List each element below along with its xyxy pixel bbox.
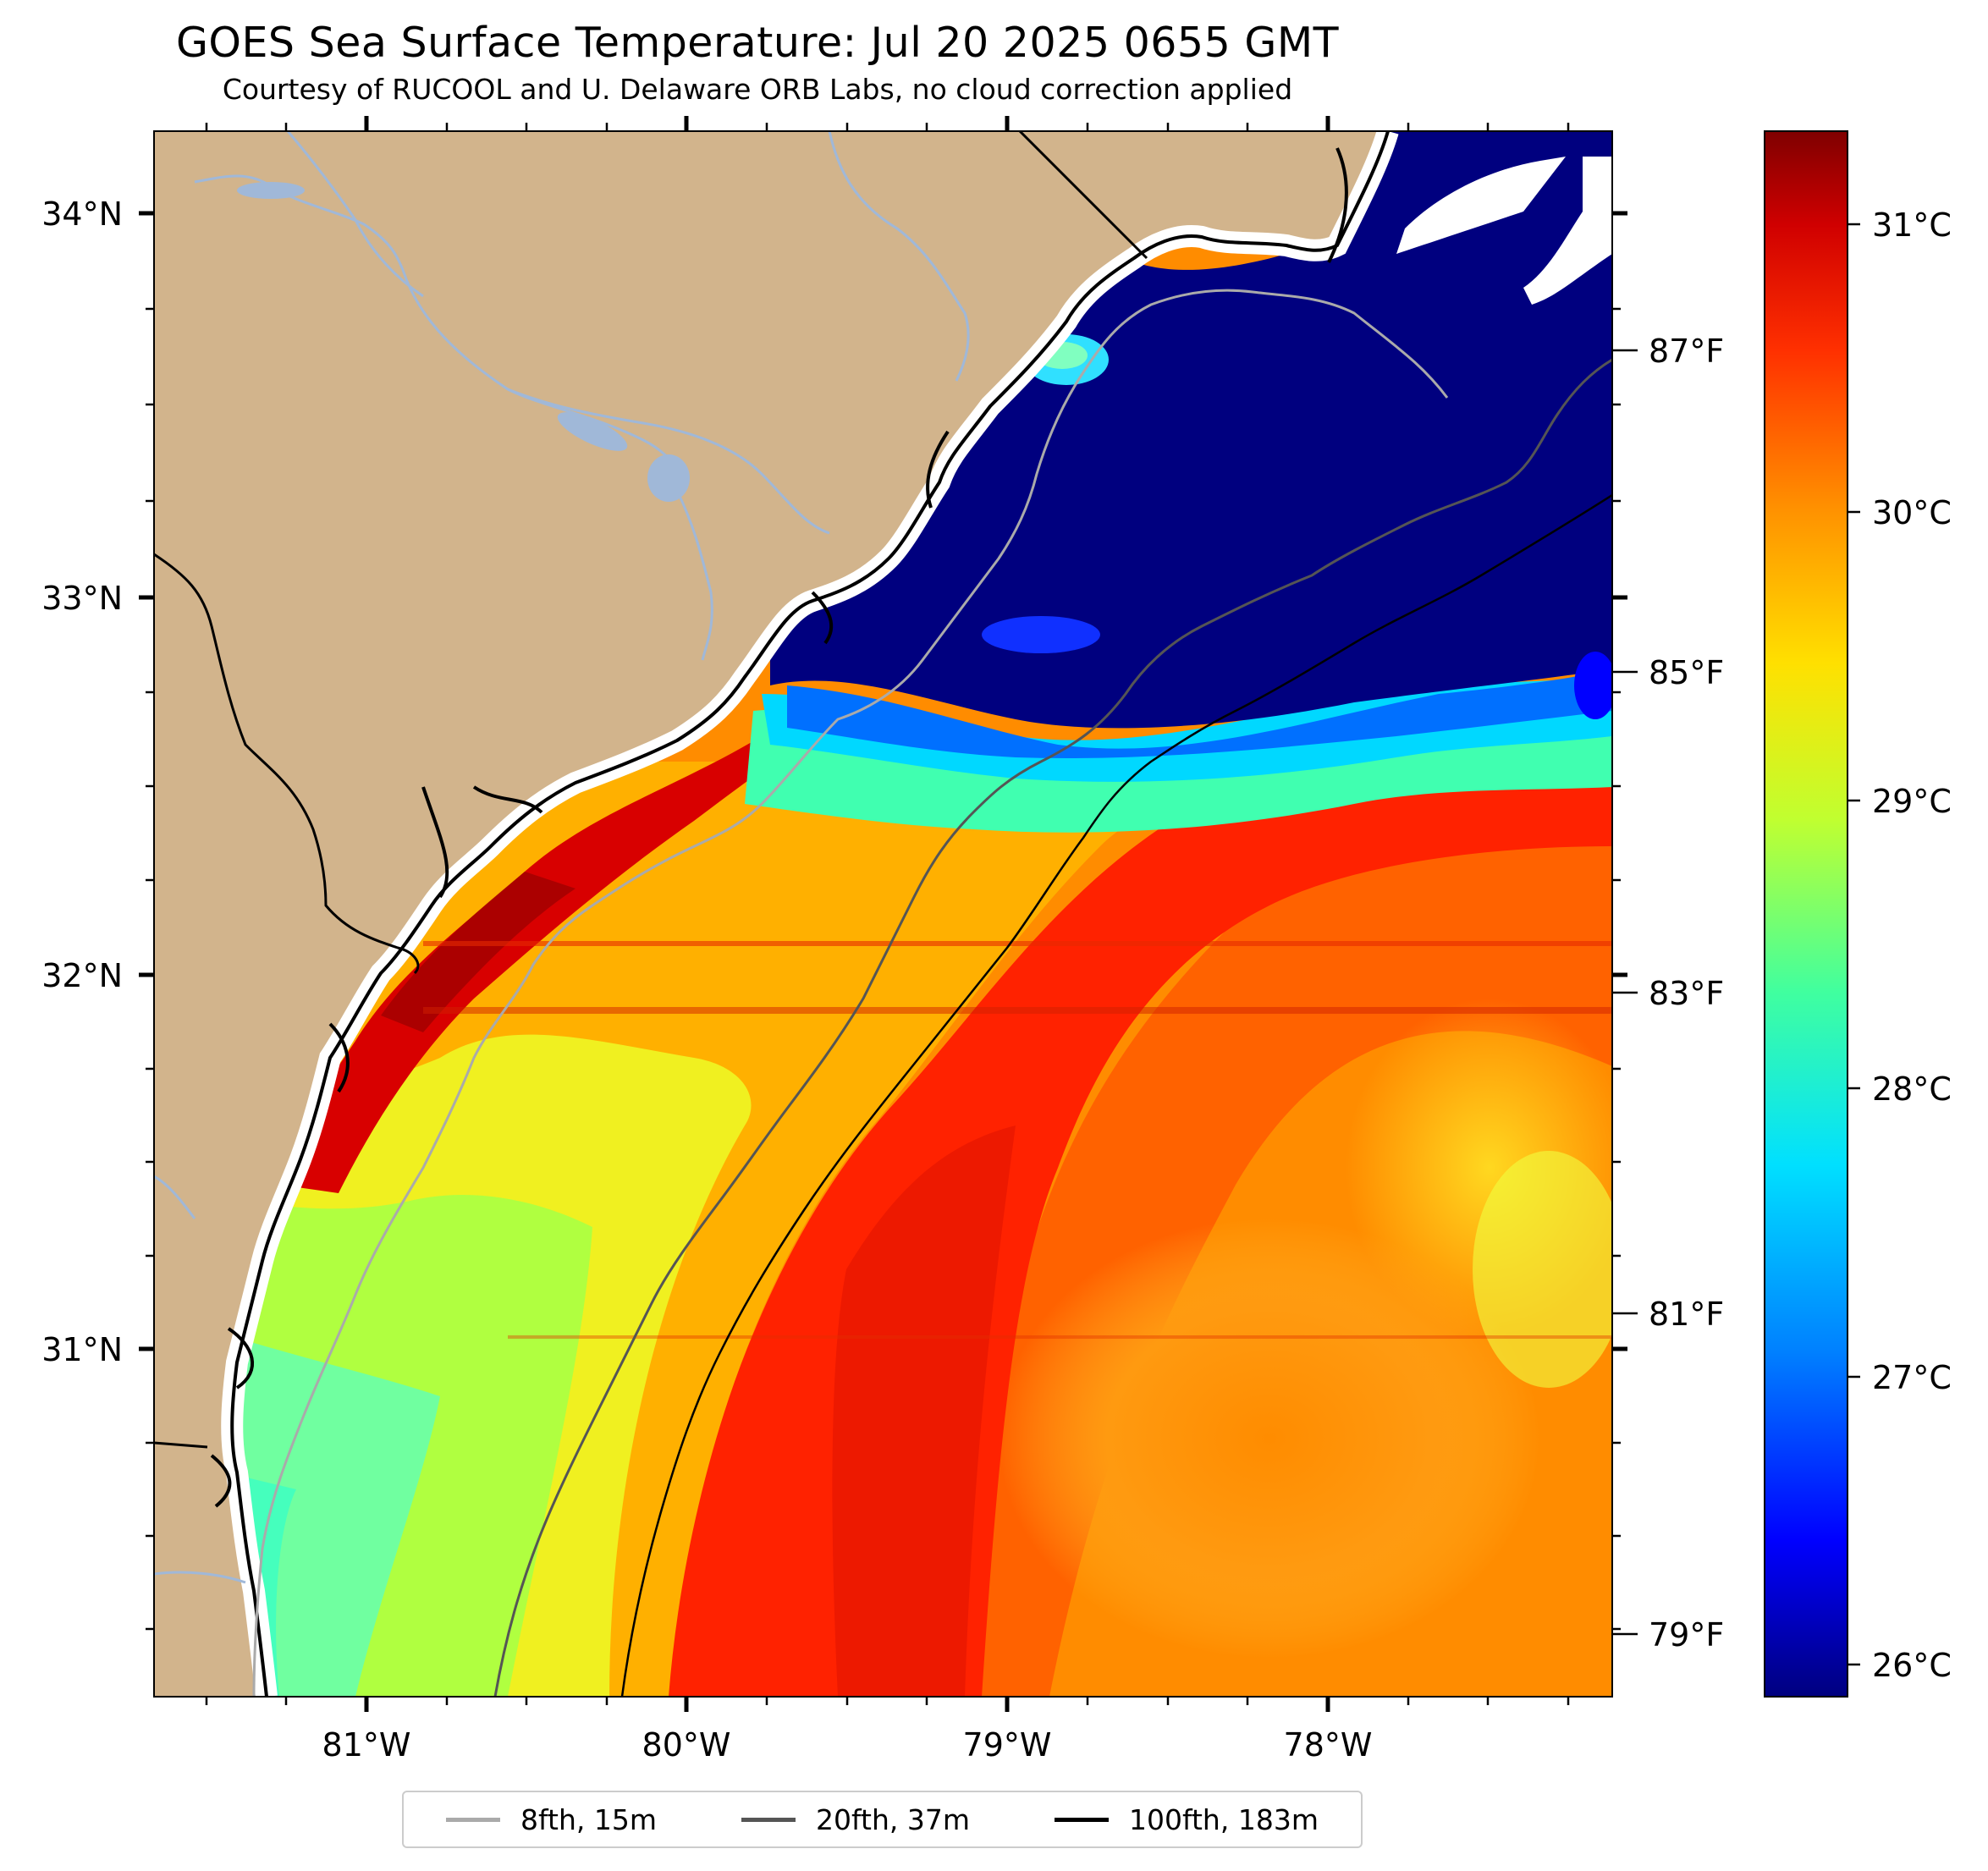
- isobath-100fth: [620, 493, 1612, 1697]
- cb-label-30: 30°C: [1872, 494, 1952, 531]
- lat-ticks: [139, 211, 1627, 1351]
- cb-label-26: 26°C: [1872, 1647, 1952, 1684]
- legend-label-100fth: 100fth, 183m: [1128, 1802, 1319, 1836]
- lat-label-32: 32°N: [41, 957, 123, 994]
- lon-label-81: 81°W: [322, 1726, 411, 1764]
- lon-label-78: 78°W: [1284, 1726, 1373, 1764]
- state-border-ga-fl: [154, 1441, 208, 1449]
- state-border-nc-sc: [1018, 131, 1148, 260]
- map-frame: [153, 130, 1613, 1698]
- isobath-8fth: [252, 289, 1449, 1697]
- legend-line-light: [445, 1817, 500, 1822]
- legend-item-20fth: 20fth, 37m: [741, 1803, 970, 1836]
- map-title: GOES Sea Surface Temperature: Jul 20 202…: [175, 19, 1340, 67]
- state-border-sc-ga: [154, 553, 420, 975]
- lon-label-79: 79°W: [963, 1726, 1052, 1764]
- lat-label-33: 33°N: [41, 580, 123, 617]
- lat-label-34: 34°N: [41, 195, 123, 233]
- coastline: [230, 131, 1390, 1697]
- f-label-81: 81°F: [1649, 1296, 1724, 1333]
- isobath-20fth: [493, 358, 1612, 1697]
- land-mass: [154, 131, 1388, 1697]
- cold-pocket: [982, 616, 1100, 653]
- isobath-legend: 8fth, 15m 20fth, 37m 100fth, 183m: [402, 1791, 1363, 1848]
- lat-label-31: 31°N: [41, 1331, 123, 1368]
- colorbar: [1764, 130, 1848, 1698]
- legend-label-8fth: 8fth, 15m: [520, 1802, 657, 1836]
- legend-line-dark: [1054, 1817, 1109, 1822]
- legend-item-8fth: 8fth, 15m: [445, 1802, 657, 1836]
- f-label-85: 85°F: [1649, 654, 1724, 691]
- legend-label-20fth: 20fth, 37m: [815, 1802, 970, 1836]
- lon-label-80: 80°W: [642, 1726, 731, 1764]
- f-label-79: 79°F: [1649, 1616, 1724, 1654]
- lon-ticks: [364, 116, 1330, 1712]
- f-label-87: 87°F: [1649, 333, 1724, 370]
- f-label-83: 83°F: [1649, 975, 1724, 1012]
- cb-label-28: 28°C: [1872, 1070, 1952, 1108]
- warm-eddy-south: [999, 1219, 1540, 1659]
- cb-label-27: 27°C: [1872, 1359, 1952, 1396]
- cb-label-31: 31°C: [1872, 206, 1952, 244]
- cb-label-29: 29°C: [1872, 783, 1952, 820]
- legend-item-100fth: 100fth, 183m: [1054, 1802, 1319, 1836]
- map-subtitle: Courtesy of RUCOOL and U. Delaware ORB L…: [222, 73, 1293, 106]
- legend-line-medium: [741, 1817, 796, 1822]
- sst-map[interactable]: [154, 131, 1633, 1697]
